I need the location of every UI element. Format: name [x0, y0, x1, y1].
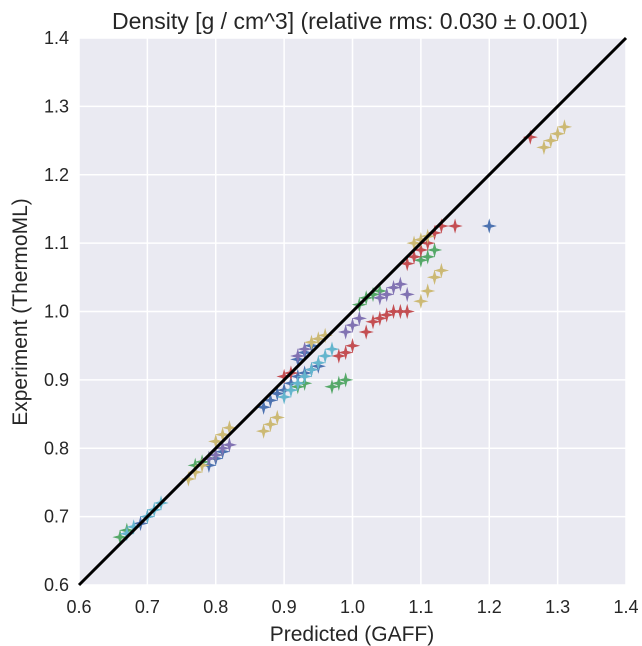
data-point-series-2: [420, 249, 436, 265]
data-point-series-2: [324, 379, 340, 395]
data-point-series-5: [549, 126, 566, 142]
data-point-series-5: [255, 423, 272, 439]
data-point-series-2: [426, 242, 443, 258]
data-point-series-6: [276, 389, 292, 405]
data-point-series-3: [399, 255, 415, 272]
data-point-series-6: [303, 361, 320, 378]
data-point-series-1: [262, 392, 279, 409]
data-point-series-6: [283, 382, 299, 398]
data-point-series-3: [372, 310, 388, 326]
y-tick-label: 1.4: [44, 28, 69, 48]
data-point-series-3: [344, 338, 361, 354]
x-tick-label: 1.4: [613, 597, 638, 617]
data-point-series-2: [413, 252, 429, 268]
identity-line: [77, 36, 628, 587]
data-point-series-3: [399, 303, 415, 320]
x-tick-label: 1.3: [545, 597, 570, 617]
y-tick-label: 1.3: [44, 96, 69, 116]
data-point-series-4: [379, 286, 395, 303]
y-tick-labels: 0.6 0.7 0.8 0.9 1.0 1.1 1.2 1.3 1.4: [44, 28, 69, 595]
data-point-series-6: [310, 355, 326, 371]
data-point-series-4: [385, 279, 402, 296]
data-point-series-5: [543, 132, 559, 149]
data-point-series-5: [556, 119, 573, 135]
data-point-series-5: [536, 139, 552, 156]
x-tick-label: 1.0: [340, 597, 365, 617]
data-point-series-5: [303, 334, 320, 350]
data-point-series-1: [481, 218, 497, 234]
x-tick-label: 1.2: [477, 597, 502, 617]
x-tick-label: 0.8: [203, 597, 228, 617]
data-point-series-4: [214, 440, 231, 456]
data-point-series-1: [269, 385, 285, 402]
data-point-series-5: [420, 283, 436, 299]
y-tick-label: 1.1: [44, 233, 69, 253]
data-point-series-2: [338, 372, 354, 388]
data-point-series-6: [324, 341, 340, 357]
x-tick-label: 0.7: [135, 597, 160, 617]
data-point-series-4: [338, 324, 354, 340]
data-point-series-5: [413, 293, 429, 309]
data-point-series-4: [290, 348, 306, 364]
x-tick-label: 0.9: [272, 597, 297, 617]
data-point-series-5: [426, 269, 443, 285]
data-point-series-1: [255, 399, 272, 415]
data-point-series-3: [379, 307, 395, 323]
data-point-series-5: [433, 262, 450, 279]
data-point-series-4: [208, 447, 224, 463]
data-point-series-3: [406, 249, 422, 265]
data-point-series-3: [358, 324, 374, 340]
data-point-series-4: [221, 437, 238, 453]
data-point-series-6: [290, 375, 306, 391]
data-point-series-4: [392, 276, 409, 292]
data-point-series-3: [447, 218, 463, 234]
y-tick-label: 0.8: [44, 438, 69, 458]
y-axis-label: Experiment (ThermoML): [9, 198, 32, 426]
data-point-series-3: [413, 242, 429, 258]
data-point-series-6: [296, 368, 313, 385]
x-tick-label: 1.1: [408, 597, 433, 617]
x-tick-labels: 0.6 0.7 0.8 0.9 1.0 1.1 1.2 1.3 1.4: [66, 597, 638, 617]
y-tick-label: 0.9: [44, 370, 69, 390]
y-tick-label: 1.0: [44, 302, 69, 322]
data-point-series-4: [296, 341, 313, 357]
data-point-series-4: [399, 286, 415, 303]
data-point-series-4: [344, 317, 361, 333]
data-point-series-5: [269, 409, 285, 426]
data-point-series-2: [331, 375, 347, 391]
data-point-series-6: [317, 348, 333, 364]
chart-title: Density [g / cm^3] (relative rms: 0.030 …: [112, 8, 588, 34]
x-axis-label: Predicted (GAFF): [270, 623, 435, 646]
data-point-series-3: [338, 344, 354, 361]
data-point-series-3: [365, 314, 381, 330]
x-tick-label: 0.6: [66, 597, 91, 617]
data-point-series-4: [351, 310, 367, 326]
y-tick-label: 1.2: [44, 165, 69, 185]
y-tick-label: 0.7: [44, 507, 69, 527]
data-point-series-4: [372, 290, 388, 306]
data-point-series-5: [262, 416, 279, 432]
data-point-series-3: [331, 348, 347, 364]
y-tick-label: 0.6: [44, 575, 69, 595]
